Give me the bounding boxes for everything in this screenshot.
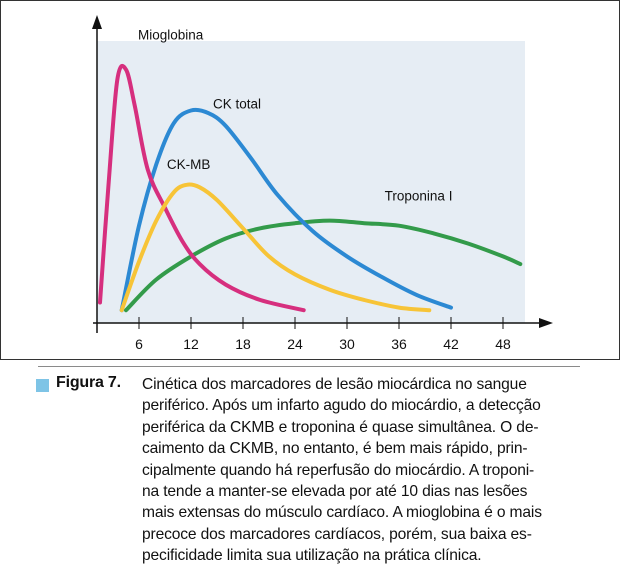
caption-line: precoce dos marcadores cardíacos, porém,…	[142, 525, 532, 543]
x-tick-label: 36	[391, 336, 407, 352]
caption-line: na tende a manter-se elevada por até 10 …	[142, 483, 528, 501]
caption-line: caimento da CKMB, no entanto, é bem mais…	[142, 440, 528, 458]
x-tick-label: 18	[235, 336, 251, 352]
series-label-ck-mb: CK-MB	[167, 157, 211, 172]
caption-line: periférica da CKMB e troponina é quase s…	[142, 418, 539, 436]
marker-kinetics-chart: 6 12 18 24 30 36 42 48 Mioglobina CK total CK-MB Tr…	[92, 15, 553, 352]
plot-background	[97, 41, 525, 323]
x-tick-label: 30	[339, 336, 355, 352]
caption-line: cipalmente quando há reperfusão do miocá…	[142, 461, 535, 479]
series-line-ck-total	[119, 107, 453, 313]
caption-line: pecificidade limita sua utilização na pr…	[142, 547, 482, 565]
caption-marker-icon	[36, 379, 49, 392]
series-label-ck-total: CK total	[213, 97, 261, 112]
series-line-ck-mb	[119, 182, 432, 313]
figure-label: Figura 7.	[56, 374, 121, 391]
x-tick-label: 24	[287, 336, 303, 352]
series-label-troponina-i: Troponina I	[385, 189, 453, 204]
series-label-mioglobina: Mioglobina	[138, 28, 204, 43]
caption-divider	[38, 366, 580, 367]
x-axis-arrow	[539, 318, 553, 328]
x-tick-label: 42	[443, 336, 459, 352]
series-line-mioglobina	[98, 63, 306, 313]
chart-frame: 6 12 18 24 30 36 42 48 Mioglobina CK total CK-MB Tr…	[0, 0, 620, 360]
x-tick-label: 48	[495, 336, 511, 352]
caption-line: mais extensas do músculo cardíaco. A mio…	[142, 504, 542, 522]
y-axis-arrow	[92, 15, 102, 29]
x-tick-label: 6	[135, 336, 143, 352]
caption-line: Cinética dos marcadores de lesão miocárd…	[142, 376, 527, 393]
caption-line: periférico. Após um infarto agudo do mio…	[142, 397, 541, 415]
x-tick-label: 12	[183, 336, 199, 352]
caption-text: Cinética dos marcadores de lesão miocárd…	[142, 374, 586, 567]
